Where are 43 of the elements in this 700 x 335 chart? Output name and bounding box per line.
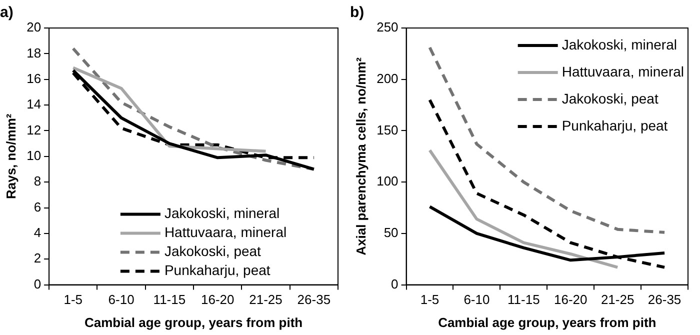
x-tick-label: 6-10 xyxy=(108,292,134,308)
y-tick-label: 4 xyxy=(34,225,42,240)
y-tick-label: 2 xyxy=(34,250,42,266)
y-axis-title: Rays, no/mm² xyxy=(3,113,18,200)
y-tick-label: 20 xyxy=(26,20,42,35)
legend-label: Punkaharju, peat xyxy=(164,262,270,278)
y-tick-label: 250 xyxy=(376,20,398,35)
y-tick-label: 14 xyxy=(26,96,42,112)
y-tick-label: 18 xyxy=(26,45,42,60)
x-axis-title: Cambial age group, years from pith xyxy=(438,314,656,330)
y-tick-label: 0 xyxy=(391,276,398,292)
x-tick-label: 26-35 xyxy=(648,292,682,308)
x-tick-label: 1-5 xyxy=(420,292,440,308)
x-tick-label: 16-20 xyxy=(554,292,588,308)
legend-label: Jakokoski, peat xyxy=(562,90,658,106)
x-tick-label: 26-35 xyxy=(297,292,331,308)
y-tick-label: 100 xyxy=(376,174,398,189)
legend-label: Hattuvaara, mineral xyxy=(164,224,287,240)
y-tick-label: 10 xyxy=(26,148,42,163)
x-tick-label: 11-15 xyxy=(153,292,186,308)
y-tick-label: 8 xyxy=(34,174,42,189)
x-tick-label: 16-20 xyxy=(200,292,234,308)
x-tick-label: 21-25 xyxy=(249,292,282,308)
x-tick-label: 21-25 xyxy=(600,292,634,308)
y-tick-label: 16 xyxy=(26,70,42,86)
legend-label: Jakokoski, peat xyxy=(164,243,262,260)
y-tick-label: 150 xyxy=(376,122,398,138)
legend-label: Jakokoski, mineral xyxy=(562,36,677,52)
legend-label: Jakokoski, mineral xyxy=(164,205,280,222)
x-tick-label: 6-10 xyxy=(464,292,490,308)
y-tick-label: 50 xyxy=(384,225,398,240)
y-tick-label: 12 xyxy=(26,122,42,138)
legend-label: Hattuvaara, mineral xyxy=(562,63,684,80)
y-axis-title: Axial parenchyma cells, no/mm² xyxy=(353,56,368,256)
x-axis-title: Cambial age group, years from pith xyxy=(84,314,303,330)
y-tick-label: 0 xyxy=(34,276,42,292)
y-tick-label: 6 xyxy=(34,199,42,214)
legend-label: Punkaharju, peat xyxy=(562,117,668,134)
x-tick-label: 11-15 xyxy=(508,292,540,308)
chart-title: b) xyxy=(350,4,364,22)
x-tick-label: 1-5 xyxy=(64,292,83,308)
y-tick-label: 200 xyxy=(376,70,398,86)
chart-title: a) xyxy=(0,4,14,22)
